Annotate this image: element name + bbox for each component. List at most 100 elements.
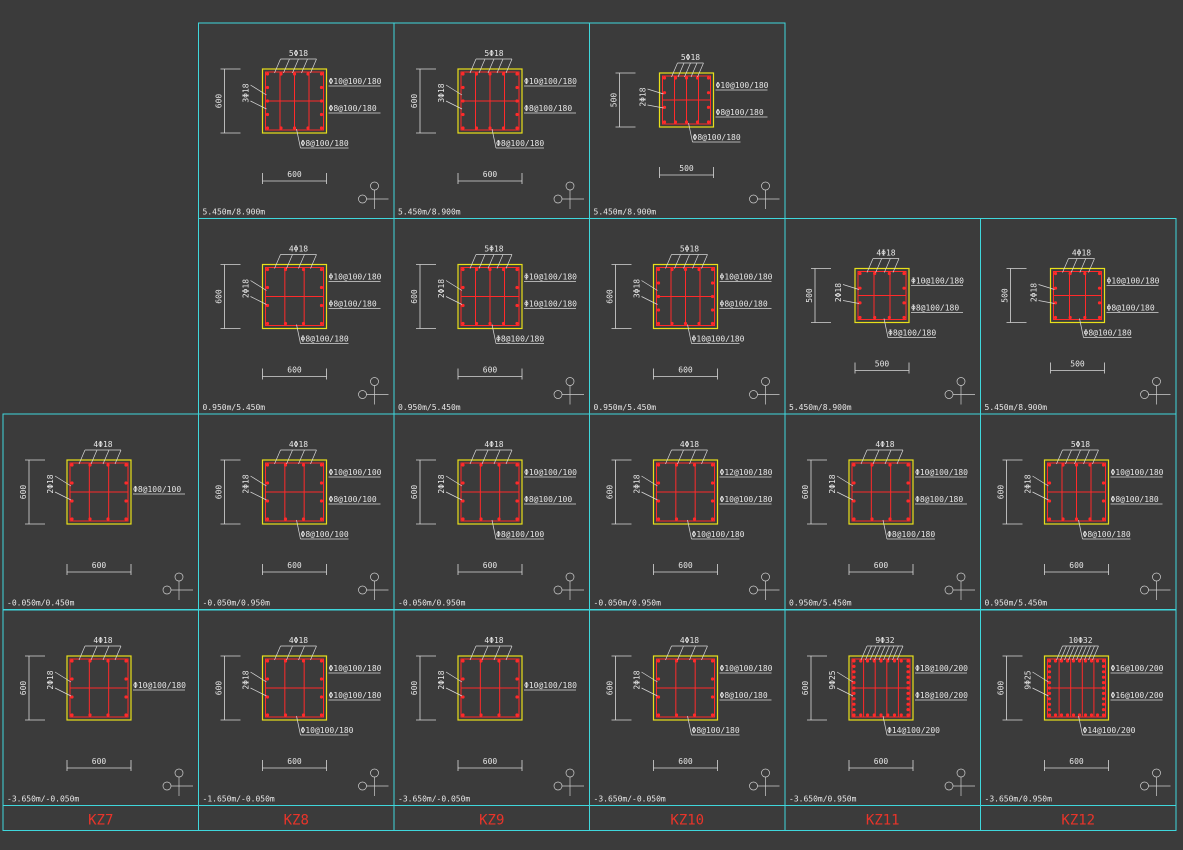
top-bar [872,659,876,663]
column-section-cell[interactable]: 4Φ18 2Φ18 500 500 Φ10@100/180 Φ8@100/180 Φ8@10… [980,218,1177,415]
column-section-cell[interactable]: 4Φ18 2Φ18 600 600 Φ10@100/180 Φ8@100/180 Φ8@10… [589,609,786,806]
vertical-dimension-label: 600 [606,289,615,304]
axis-marker-icon [358,181,389,209]
column-section-cell[interactable]: 5Φ18 2Φ18 600 600 Φ10@100/180 Φ10@100/180 Φ8@1… [393,218,590,415]
top-rebar-label: 4Φ18 [484,440,503,449]
column-section-cell[interactable]: 4Φ18 2Φ18 600 600 Φ10@100/180 Φ10@100/180 Φ10@… [198,609,395,806]
column-section-cell[interactable]: 4Φ18 2Φ18 600 600 Φ10@100/180 -3.650m/-0.050m [393,609,590,806]
stirrup-spec-2: Φ10@100/180 [133,681,186,690]
side-bar [906,664,910,669]
column-section-cell[interactable]: 4Φ18 2Φ18 600 600 Φ10@100/180 Φ8@100/180 Φ8@10… [784,413,981,610]
top-bar [879,659,883,663]
leader-line [692,254,699,269]
vertical-dimension-label: 500 [1001,288,1010,303]
leader-line [647,104,664,109]
top-rebar-label: 5Φ18 [680,245,699,254]
leader-line [641,475,658,487]
column-section-cell[interactable]: 4Φ18 2Φ18 600 600 Φ10@100/180 -3.650m/-0.050m [2,609,199,806]
side-rebar-label: 2Φ18 [242,279,251,298]
bottom-bar [902,315,906,320]
column-section-cell[interactable]: 4Φ18 2Φ18 600 600 Φ10@100/100 Φ8@100/100 Φ8@10… [393,413,590,610]
stirrup-spec-1: Φ10@100/180 [720,664,773,673]
side-bar [858,286,862,290]
elevation-label: 5.450m/8.900m [203,208,266,217]
leader-line [641,671,658,683]
column-section-cell[interactable]: 5Φ18 3Φ18 600 600 Φ10@100/180 Φ8@100/180 Φ8@10… [393,22,590,219]
top-bar [515,659,519,663]
column-section-cell[interactable]: 5Φ18 3Φ18 600 600 Φ10@100/180 Φ8@100/180 Φ10@1… [589,218,786,415]
leader-line [1088,258,1095,273]
stirrup-spec-2: Φ8@100/180 [915,495,963,504]
stirrup-spec-2: Φ10@100/180 [329,691,382,700]
top-bar [283,267,288,272]
column-label: KZ11 [866,813,900,829]
column-section-cell[interactable]: 4Φ18 2Φ18 600 600 Φ12@100/180 Φ10@100/180 Φ10@… [589,413,786,610]
column-section-cell[interactable]: 4Φ18 2Φ18 600 600 Φ8@100/100 -0.050m/0.450m [2,413,199,610]
side-bar [70,499,74,503]
leader-line [1072,645,1079,661]
bottom-bar [888,517,892,521]
top-rebar-label: 4Φ18 [289,636,308,645]
column-outline [261,655,328,721]
column-section-cell[interactable]: 4Φ18 2Φ18 600 600 Φ10@100/100 Φ8@100/100 Φ8@10… [198,413,395,610]
leader-line [286,645,293,661]
horizontal-dimension-label: 500 [679,164,694,173]
elevation-label: 5.450m/8.900m [594,208,657,217]
side-rebar-label: 9Φ25 [828,670,837,689]
stirrup-spec-1: Φ10@100/180 [524,77,577,86]
leader-line [54,687,72,697]
side-bar [858,301,862,305]
top-bar [70,659,74,663]
side-bar [1101,670,1106,674]
top-bar [710,267,715,272]
side-bar [1047,664,1052,669]
column-section-cell[interactable]: 5Φ18 2Φ18 500 500 Φ10@100/180 Φ8@100/180 Φ8@10… [589,22,786,219]
bottom-bar [1071,713,1076,717]
column-section-cell[interactable]: 4Φ18 2Φ18 600 600 Φ10@100/180 Φ8@100/180 Φ8@10… [198,218,395,415]
side-bar [1101,708,1106,712]
bottom-bar [301,713,306,717]
leader-line [641,491,658,501]
stirrup-spec-1: Φ12@100/180 [720,468,773,477]
leader-line [301,58,308,74]
leader-line [641,296,658,305]
column-section-cell[interactable]: 10Φ32 9Φ25 600 600 Φ16@100/200 Φ16@100/200 Φ14… [980,609,1177,806]
leader-line [505,254,513,269]
leader-line [884,449,892,465]
bottom-bar [1059,713,1064,717]
column-section-cell[interactable]: 5Φ18 2Φ18 600 600 Φ10@100/180 Φ8@100/180 Φ8@10… [980,413,1177,610]
column-section-cell[interactable]: 5Φ18 3Φ18 600 600 Φ10@100/180 Φ8@100/180 Φ8@10… [198,22,395,219]
top-bar [1053,271,1058,276]
leader-line [445,296,463,305]
horizontal-dimension-label: 600 [92,757,107,766]
elevation-label: -0.050m/0.450m [7,599,75,608]
top-rebar-label: 4Φ18 [484,636,503,645]
side-bar [319,695,324,699]
side-bar [1101,675,1106,679]
axis-marker-icon [358,572,389,600]
leader-line [836,475,854,487]
top-bar [673,76,678,80]
top-rebar-label: 5Φ18 [1071,440,1090,449]
stirrup-spec-1: Φ10@100/100 [329,468,382,477]
bottom-bar [265,713,270,717]
leader-line [493,449,501,465]
side-bar [706,105,711,109]
leader-line [445,280,463,291]
top-bar [697,267,701,272]
side-bar [265,303,270,308]
side-bar [461,99,465,103]
bottom-bar [319,713,324,717]
bottom-bar [683,321,688,326]
leader-line [286,254,293,269]
elevation-label: 0.950m/5.450m [985,599,1048,608]
leader-line [896,645,904,661]
bottom-bar [283,517,288,521]
bottom-bar [710,713,715,717]
top-bar [88,463,92,467]
bottom-bar [88,713,92,717]
top-bar [283,463,288,467]
top-bar [301,267,306,272]
column-section-cell[interactable]: 9Φ32 9Φ25 600 600 Φ18@100/200 Φ18@100/200 Φ14@… [784,609,981,806]
column-section-cell[interactable]: 4Φ18 2Φ18 500 500 Φ10@100/180 Φ8@100/180 Φ8@10… [784,218,981,415]
